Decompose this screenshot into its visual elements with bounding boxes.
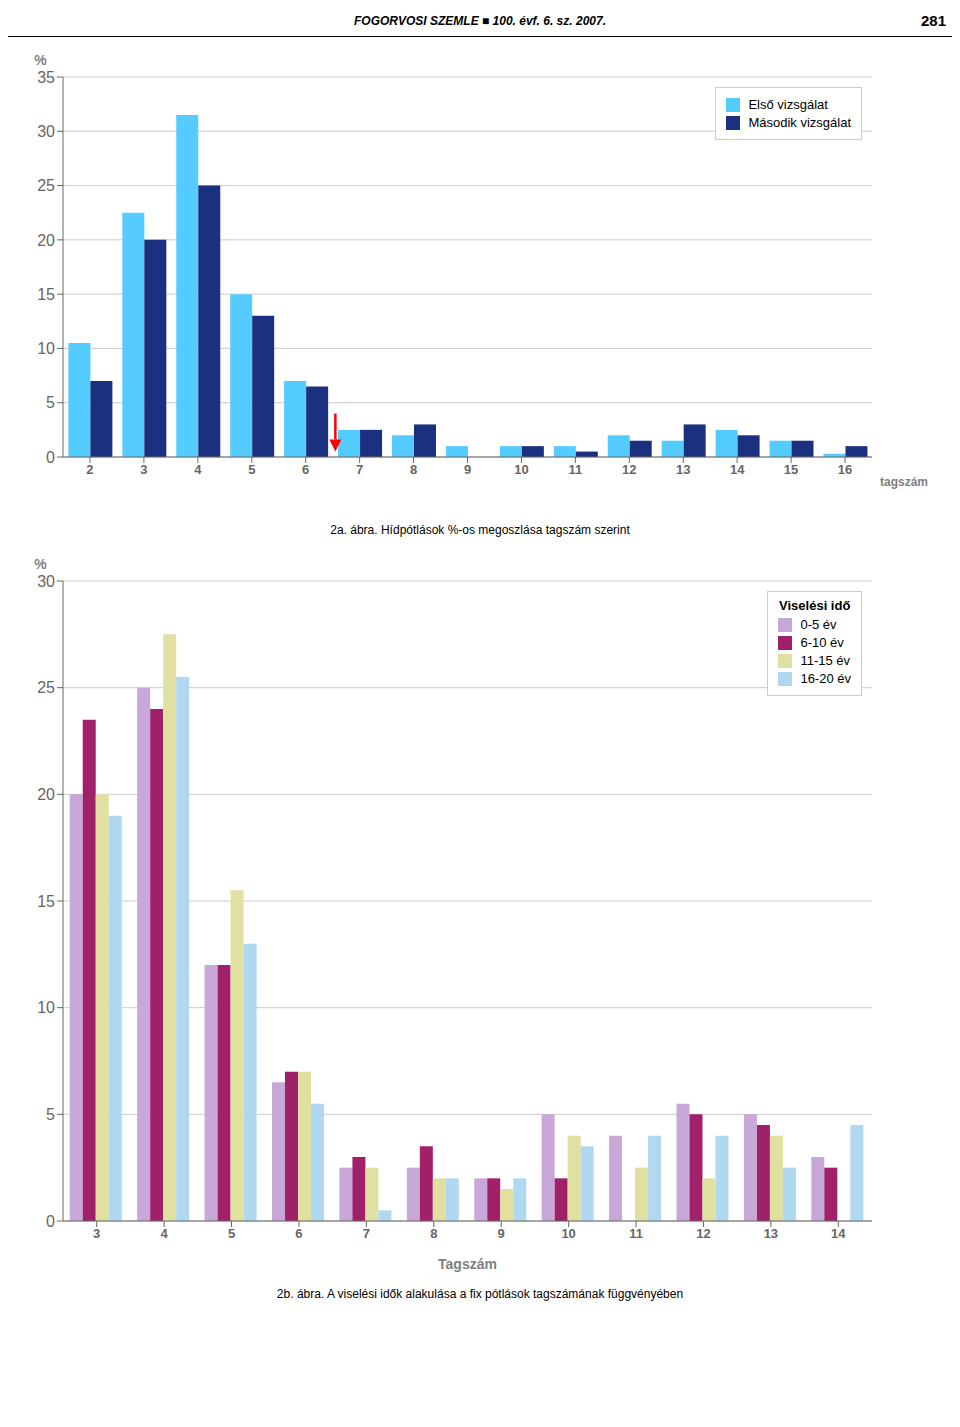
svg-text:35: 35 bbox=[37, 69, 55, 86]
svg-text:25: 25 bbox=[37, 177, 55, 194]
html-text:Első vizsgálat: Első vizsgálat bbox=[748, 97, 828, 112]
html-text:281: 281 bbox=[921, 12, 946, 29]
svg-text:3: 3 bbox=[140, 462, 147, 477]
svg-text:tagszám: tagszám bbox=[880, 475, 928, 489]
svg-text:13: 13 bbox=[764, 1226, 778, 1241]
svg-text:16: 16 bbox=[838, 462, 852, 477]
svg-text:10: 10 bbox=[514, 462, 528, 477]
svg-text:12: 12 bbox=[622, 462, 636, 477]
svg-text:15: 15 bbox=[37, 893, 55, 910]
svg-text:30: 30 bbox=[37, 123, 55, 140]
svg-text:5: 5 bbox=[248, 462, 255, 477]
svg-text:12: 12 bbox=[696, 1226, 710, 1241]
svg-text:%: % bbox=[34, 52, 47, 68]
svg-text:9: 9 bbox=[498, 1226, 505, 1241]
svg-text:15: 15 bbox=[37, 286, 55, 303]
svg-text:%: % bbox=[34, 556, 47, 572]
svg-text:8: 8 bbox=[430, 1226, 437, 1241]
svg-text:14: 14 bbox=[730, 462, 745, 477]
svg-text:5: 5 bbox=[46, 394, 55, 411]
html-text:Viselési idő: Viselési idő bbox=[779, 598, 851, 613]
svg-text:15: 15 bbox=[784, 462, 798, 477]
html-text:16-20 év: 16-20 év bbox=[800, 671, 851, 686]
svg-text:20: 20 bbox=[37, 786, 55, 803]
svg-text:14: 14 bbox=[831, 1226, 846, 1241]
svg-text:0: 0 bbox=[46, 449, 55, 466]
svg-text:30: 30 bbox=[37, 573, 55, 590]
svg-text:4: 4 bbox=[161, 1226, 169, 1241]
svg-text:2: 2 bbox=[86, 462, 93, 477]
html-text:Második vizsgálat: Második vizsgálat bbox=[748, 115, 851, 130]
svg-text:Tagszám: Tagszám bbox=[438, 1256, 497, 1272]
html-text:11-15 év: 11-15 év bbox=[800, 653, 850, 668]
html-text:6-10 év: 6-10 év bbox=[800, 635, 844, 650]
svg-text:10: 10 bbox=[561, 1226, 575, 1241]
html-text:2a. ábra. Hídpótlások %-os meg: 2a. ábra. Hídpótlások %-os megoszlása ta… bbox=[330, 523, 630, 537]
html-text:FOGORVOSI SZEMLE ■ 100. évf. 6: FOGORVOSI SZEMLE ■ 100. évf. 6. sz. 2007… bbox=[354, 14, 606, 28]
html-text:2b. ábra. A viselési idők alak: 2b. ábra. A viselési idők alakulása a fi… bbox=[276, 1287, 684, 1301]
svg-text:5: 5 bbox=[46, 1106, 55, 1123]
svg-text:9: 9 bbox=[464, 462, 471, 477]
html-text:0-5 év: 0-5 év bbox=[800, 617, 837, 632]
svg-text:10: 10 bbox=[37, 340, 55, 357]
svg-text:10: 10 bbox=[37, 999, 55, 1016]
svg-text:13: 13 bbox=[676, 462, 690, 477]
svg-text:6: 6 bbox=[302, 462, 309, 477]
svg-text:3: 3 bbox=[93, 1226, 100, 1241]
svg-text:20: 20 bbox=[37, 232, 55, 249]
svg-text:0: 0 bbox=[46, 1213, 55, 1230]
svg-text:6: 6 bbox=[295, 1226, 302, 1241]
svg-text:8: 8 bbox=[410, 462, 417, 477]
svg-text:7: 7 bbox=[363, 1226, 370, 1241]
svg-text:7: 7 bbox=[356, 462, 363, 477]
svg-text:11: 11 bbox=[629, 1226, 643, 1241]
svg-text:4: 4 bbox=[194, 462, 202, 477]
svg-text:5: 5 bbox=[228, 1226, 235, 1241]
svg-text:11: 11 bbox=[568, 462, 582, 477]
svg-text:25: 25 bbox=[37, 679, 55, 696]
